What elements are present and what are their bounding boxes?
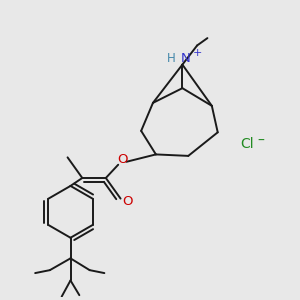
Text: –: – xyxy=(257,134,264,148)
Text: O: O xyxy=(123,195,133,208)
Text: O: O xyxy=(117,153,127,166)
Text: H: H xyxy=(167,52,176,64)
Text: Cl: Cl xyxy=(240,137,254,151)
Text: +: + xyxy=(193,48,202,59)
Text: N: N xyxy=(181,52,190,64)
